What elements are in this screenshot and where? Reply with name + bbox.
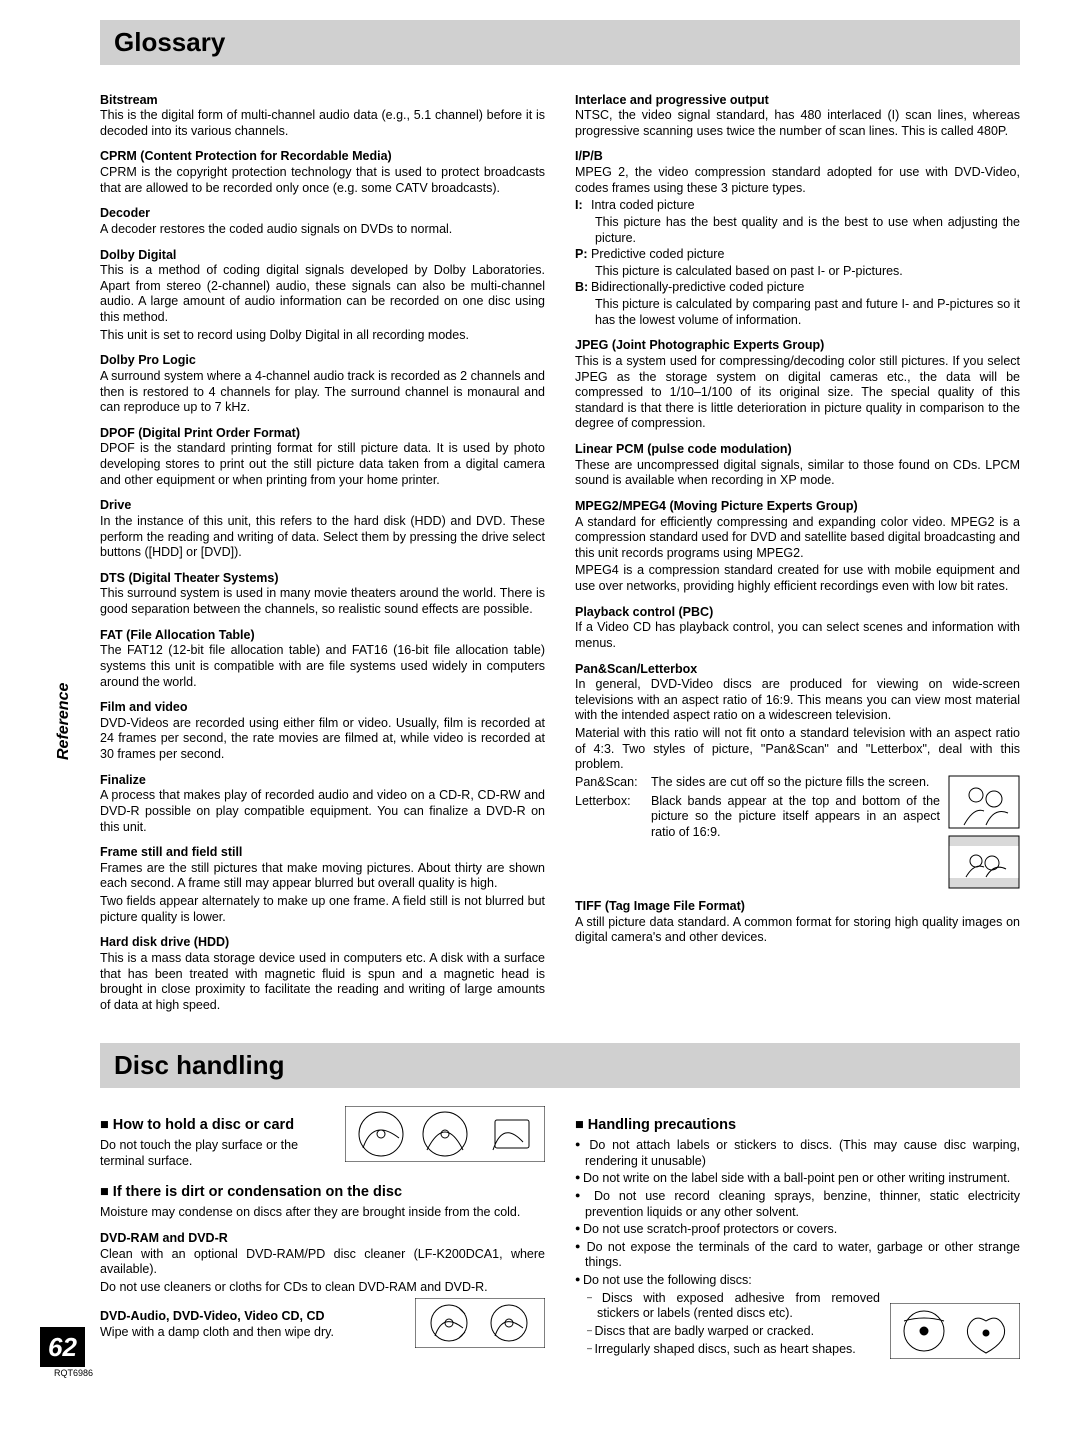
precaution-item: Do not expose the terminals of the card …	[575, 1240, 1020, 1271]
def: This surround system is used in many mov…	[100, 586, 545, 617]
def: Material with this ratio will not fit on…	[575, 726, 1020, 773]
term: MPEG2/MPEG4 (Moving Picture Experts Grou…	[575, 499, 1020, 515]
def: The FAT12 (12-bit file allocation table)…	[100, 643, 545, 690]
precaution-subitem: Discs with exposed adhesive from removed…	[587, 1291, 880, 1322]
disc-col-right: ■ Handling precautions Do not attach lab…	[575, 1106, 1020, 1359]
how-hold-head: ■ How to hold a disc or card	[100, 1116, 335, 1134]
glossary-col-left: BitstreamThis is the digital form of mul…	[100, 83, 545, 1016]
def: A surround system where a 4-channel audi…	[100, 369, 545, 416]
term: Interlace and progressive output	[575, 93, 1020, 109]
term: Finalize	[100, 773, 545, 789]
term: CPRM (Content Protection for Recordable …	[100, 149, 545, 165]
def: DPOF is the standard printing format for…	[100, 441, 545, 488]
term: DPOF (Digital Print Order Format)	[100, 426, 545, 442]
term: DTS (Digital Theater Systems)	[100, 571, 545, 587]
precaution-item: Do not use scratch-proof protectors or c…	[575, 1222, 1020, 1238]
dvdram-d1: Clean with an optional DVD-RAM/PD disc c…	[100, 1247, 545, 1278]
doc-code: RQT6986	[54, 1368, 93, 1379]
irregular-disc-illustration	[890, 1303, 1020, 1359]
term: Bitstream	[100, 93, 545, 109]
page-number: 62	[40, 1327, 85, 1368]
dvdram-d2: Do not use cleaners or cloths for CDs to…	[100, 1280, 545, 1296]
precaution-item: Do not use record cleaning sprays, benzi…	[575, 1189, 1020, 1220]
precaution-item: Do not write on the label side with a ba…	[575, 1171, 1020, 1187]
term: FAT (File Allocation Table)	[100, 628, 545, 644]
def: This is a mass data storage device used …	[100, 951, 545, 1014]
term: Hard disk drive (HDD)	[100, 935, 545, 951]
dirt-head: ■ If there is dirt or condensation on th…	[100, 1183, 545, 1201]
term: Frame still and field still	[100, 845, 545, 861]
term: Dolby Digital	[100, 248, 545, 264]
def: These are uncompressed digital signals, …	[575, 458, 1020, 489]
def: DVD-Videos are recorded using either fil…	[100, 716, 545, 763]
precaution-item: Do not use the following discs:	[575, 1273, 1020, 1289]
term: Film and video	[100, 700, 545, 716]
def: This is the digital form of multi-channe…	[100, 108, 545, 139]
pan-letterbox-illustration	[948, 775, 1020, 889]
section-title-disc: Disc handling	[100, 1043, 1020, 1088]
dvdaudio-head: DVD-Audio, DVD-Video, Video CD, CD	[100, 1309, 405, 1325]
term: Drive	[100, 498, 545, 514]
precautions-list: Do not attach labels or stickers to disc…	[575, 1138, 1020, 1289]
term: Dolby Pro Logic	[100, 353, 545, 369]
def: A standard for efficiently compressing a…	[575, 515, 1020, 562]
reference-tab: Reference	[54, 683, 74, 760]
def: NTSC, the video signal standard, has 480…	[575, 108, 1020, 139]
term: TIFF (Tag Image File Format)	[575, 899, 1020, 915]
def: This is a system used for compressing/de…	[575, 354, 1020, 432]
def: If a Video CD has playback control, you …	[575, 620, 1020, 651]
term: Linear PCM (pulse code modulation)	[575, 442, 1020, 458]
precautions-sublist: Discs with exposed adhesive from removed…	[575, 1291, 880, 1360]
def: Frames are the still pictures that make …	[100, 861, 545, 892]
term: Playback control (PBC)	[575, 605, 1020, 621]
def: A still picture data standard. A common …	[575, 915, 1020, 946]
def: CPRM is the copyright protection technol…	[100, 165, 545, 196]
term: JPEG (Joint Photographic Experts Group)	[575, 338, 1020, 354]
term: Pan&Scan/Letterbox	[575, 662, 1020, 678]
def: MPEG4 is a compression standard created …	[575, 563, 1020, 594]
precaution-item: Do not attach labels or stickers to disc…	[575, 1138, 1020, 1169]
term: Decoder	[100, 206, 545, 222]
def: In the instance of this unit, this refer…	[100, 514, 545, 561]
dvdaudio-d: Wipe with a damp cloth and then wipe dry…	[100, 1325, 405, 1341]
precaution-subitem: Discs that are badly warped or cracked.	[587, 1324, 880, 1340]
def: MPEG 2, the video compression standard a…	[575, 165, 1020, 196]
how-hold-note: Do not touch the play surface or the ter…	[100, 1138, 335, 1169]
def: Two fields appear alternately to make up…	[100, 894, 545, 925]
def: A process that makes play of recorded au…	[100, 788, 545, 835]
disc-col-left: ■ How to hold a disc or card Do not touc…	[100, 1106, 545, 1359]
dirt-note: Moisture may condense on discs after the…	[100, 1205, 545, 1221]
ipb-list: I:Intra coded picture This picture has t…	[575, 198, 1020, 328]
wipe-illustration	[415, 1298, 545, 1348]
dvdram-head: DVD-RAM and DVD-R	[100, 1231, 545, 1247]
def: This unit is set to record using Dolby D…	[100, 328, 545, 344]
def: A decoder restores the coded audio signa…	[100, 222, 545, 238]
section-title-glossary: Glossary	[100, 20, 1020, 65]
precautions-head: ■ Handling precautions	[575, 1116, 1020, 1134]
precaution-subitem: Irregularly shaped discs, such as heart …	[587, 1342, 880, 1358]
def: This is a method of coding digital signa…	[100, 263, 545, 326]
def: In general, DVD-Video discs are produced…	[575, 677, 1020, 724]
term: I/P/B	[575, 149, 1020, 165]
glossary-col-right: Interlace and progressive outputNTSC, th…	[575, 83, 1020, 1016]
hold-disc-illustration	[345, 1106, 545, 1162]
